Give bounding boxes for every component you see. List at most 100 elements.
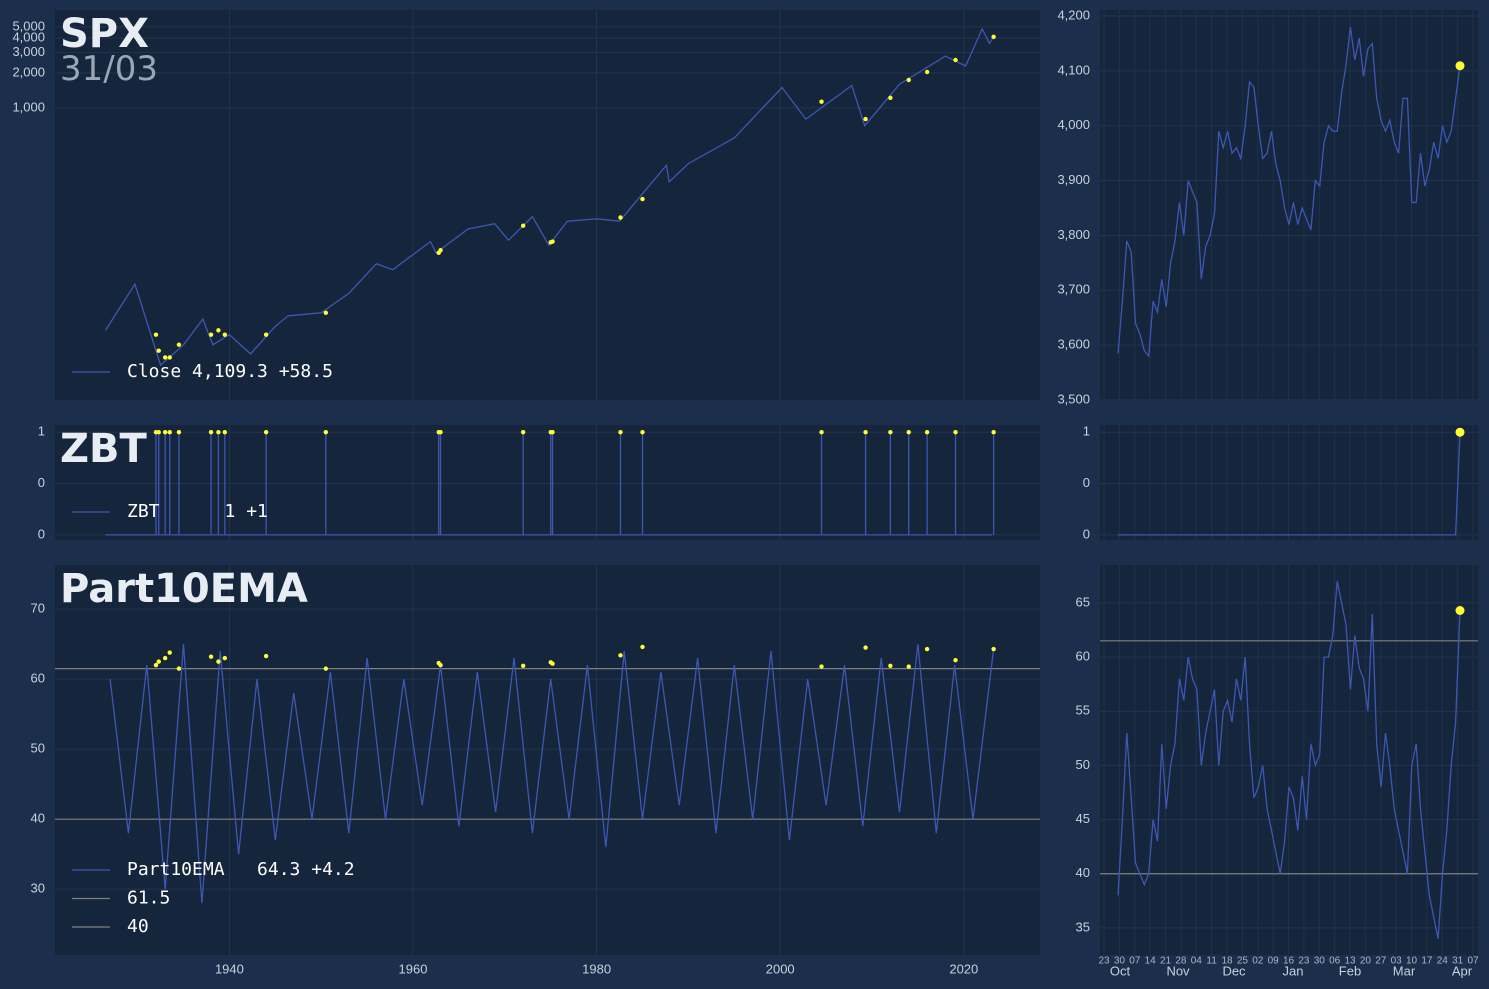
- y-tick-label: 0: [38, 526, 45, 541]
- x-tick-label: 28: [1175, 956, 1187, 967]
- series-line: [1118, 432, 1461, 536]
- last-point: [1455, 61, 1465, 71]
- signal-dot: [863, 645, 868, 650]
- y-tick-label: 4,000: [12, 30, 45, 45]
- signal-dot: [323, 429, 329, 435]
- x-month-label: Nov: [1166, 963, 1190, 978]
- signal-dot: [618, 429, 623, 435]
- signal-dot: [991, 429, 996, 435]
- x-tick-label: 14: [1145, 956, 1157, 967]
- x-tick-label: 18: [1221, 956, 1233, 967]
- y-tick-label: 4,100: [1057, 62, 1090, 77]
- legend-label: Close 4,109.3 +58.5: [127, 361, 333, 382]
- signal-dot: [640, 644, 645, 650]
- signal-dot: [550, 429, 555, 435]
- y-tick-label: 30: [31, 881, 45, 896]
- signal-dot: [216, 328, 221, 333]
- y-tick-label: 1: [1083, 424, 1090, 439]
- x-month-label: Feb: [1339, 963, 1361, 978]
- signal-dot: [906, 429, 911, 435]
- x-month-label: Jan: [1283, 963, 1304, 978]
- signal-dot: [153, 332, 159, 337]
- y-tick-label: 45: [1076, 811, 1090, 826]
- signal-dot: [550, 239, 555, 244]
- x-tick-label: 2020: [949, 961, 978, 976]
- signal-dot: [953, 429, 958, 435]
- y-tick-label: 0: [1083, 475, 1090, 490]
- x-tick-label: 1960: [399, 961, 428, 976]
- signal-dot: [263, 653, 269, 659]
- y-tick-label: 35: [1076, 919, 1090, 934]
- signal-dot: [991, 34, 996, 39]
- signal-dot: [438, 429, 443, 435]
- x-tick-label: 17: [1421, 956, 1433, 967]
- signal-dot: [222, 655, 228, 661]
- signal-dot: [216, 659, 221, 664]
- series-line: [1117, 26, 1461, 358]
- x-tick-label: 10: [1406, 956, 1418, 967]
- signal-dot: [263, 332, 269, 337]
- y-tick-label: 1,000: [12, 99, 45, 114]
- signal-dot: [924, 69, 930, 75]
- signal-dot: [550, 661, 555, 666]
- signal-dot: [167, 650, 172, 655]
- x-tick-label: 20: [1360, 956, 1372, 967]
- y-tick-label: 55: [1076, 703, 1090, 718]
- x-tick-label: 25: [1237, 956, 1249, 967]
- signal-dot: [953, 658, 958, 663]
- signal-dot: [906, 664, 911, 669]
- signal-dot: [162, 655, 168, 661]
- x-tick-label: 30: [1314, 956, 1326, 967]
- signal-dot: [520, 223, 526, 228]
- x-month-label: Mar: [1393, 963, 1416, 978]
- signal-dot: [263, 429, 269, 435]
- chart-subtitle: 31/03: [60, 49, 158, 89]
- signal-dot: [222, 429, 228, 435]
- signal-dot: [618, 653, 623, 658]
- y-tick-label: 3,600: [1057, 337, 1090, 352]
- y-tick-label: 3,000: [12, 44, 45, 59]
- chart-title: Part10EMA: [60, 566, 308, 612]
- signal-dot: [176, 666, 182, 671]
- signal-dot: [520, 663, 526, 669]
- y-tick-label: 0: [1083, 526, 1090, 541]
- y-tick-label: 3,700: [1057, 282, 1090, 297]
- signal-dot: [640, 429, 645, 435]
- signal-dot: [162, 355, 168, 360]
- signal-dot: [156, 429, 161, 435]
- y-tick-label: 0: [38, 475, 45, 490]
- signal-dot: [991, 646, 996, 652]
- chart-title: ZBT: [60, 426, 147, 472]
- x-month-label: Dec: [1222, 963, 1246, 978]
- signal-dot: [208, 332, 214, 337]
- x-tick-label: 27: [1375, 956, 1387, 967]
- signal-dot: [167, 429, 172, 435]
- y-tick-label: 3,500: [1057, 391, 1090, 406]
- x-tick-label: 07: [1467, 956, 1479, 967]
- legend-label: Part10EMA 64.3 +4.2: [127, 859, 355, 880]
- signal-dot: [162, 429, 168, 435]
- x-tick-label: 06: [1329, 956, 1341, 967]
- y-tick-label: 50: [31, 741, 45, 756]
- y-tick-label: 4,200: [1057, 7, 1090, 22]
- signal-dot: [953, 57, 958, 63]
- panel: [55, 565, 1040, 955]
- last-point: [1455, 606, 1465, 615]
- y-tick-label: 5,000: [12, 18, 45, 33]
- y-tick-label: 4,000: [1057, 117, 1090, 132]
- x-tick-label: 11: [1206, 956, 1217, 967]
- signal-dot: [167, 355, 172, 360]
- y-tick-label: 65: [1076, 594, 1090, 609]
- signal-dot: [640, 196, 645, 202]
- y-tick-label: 40: [1076, 865, 1090, 880]
- panel: [55, 425, 1040, 540]
- signal-dot: [924, 429, 930, 435]
- x-tick-label: 02: [1252, 956, 1264, 967]
- x-tick-label: 31: [1452, 956, 1464, 967]
- x-tick-label: 23: [1298, 956, 1310, 967]
- y-tick-label: 60: [31, 671, 45, 686]
- y-tick-label: 40: [31, 811, 45, 826]
- signal-dot: [819, 664, 824, 669]
- x-month-label: Apr: [1452, 963, 1473, 978]
- signal-dot: [153, 662, 159, 668]
